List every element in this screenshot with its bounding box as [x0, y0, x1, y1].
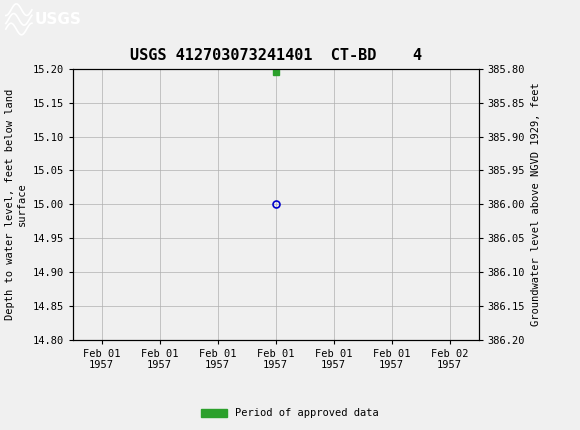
Text: USGS: USGS	[35, 12, 82, 27]
Y-axis label: Groundwater level above NGVD 1929, feet: Groundwater level above NGVD 1929, feet	[531, 83, 541, 326]
Title: USGS 412703073241401  CT-BD    4: USGS 412703073241401 CT-BD 4	[129, 49, 422, 64]
Legend: Period of approved data: Period of approved data	[197, 404, 383, 423]
Y-axis label: Depth to water level, feet below land
surface: Depth to water level, feet below land su…	[5, 89, 27, 320]
